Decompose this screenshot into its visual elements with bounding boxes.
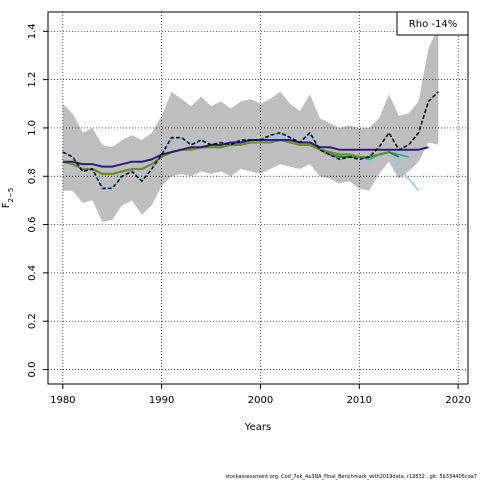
x-axis-label: Years xyxy=(244,422,271,433)
x-tick-label-2010: 2010 xyxy=(347,395,372,406)
x-tick-label-1980: 1980 xyxy=(50,395,75,406)
confidence-band-group xyxy=(62,26,439,223)
y-tick-label-0-6: 0.6 xyxy=(27,217,38,233)
series-line-5 xyxy=(62,139,429,168)
plot-frame xyxy=(47,11,469,385)
x-tick-label-2020: 2020 xyxy=(445,395,470,406)
y-tick-label-0: 0.0 xyxy=(27,362,38,378)
y-tick-label-0-4: 0.4 xyxy=(27,265,38,281)
legend-box xyxy=(396,11,469,36)
y-axis-label-main: F xyxy=(1,202,12,208)
series-group xyxy=(62,91,439,192)
legend: Rho -14% xyxy=(396,11,469,36)
y-axis-label: F2−5 xyxy=(1,188,15,209)
series-line-4 xyxy=(62,138,390,175)
series-line-6 xyxy=(62,91,439,190)
y-tick-label-0-2: 0.2 xyxy=(27,313,38,329)
legend-label: Rho -14% xyxy=(409,19,457,30)
y-tick-label-0-8: 0.8 xyxy=(27,168,38,184)
footer-credit: stockassessment.org, Cod_7ek_4a3NA_Final… xyxy=(225,474,477,480)
y-axis-label-subscript: 2−5 xyxy=(7,188,15,203)
confidence-band xyxy=(62,26,439,223)
grid-group xyxy=(48,12,468,384)
y-tick-label-1: 1.0 xyxy=(27,120,38,136)
y-tick-label-1-2: 1.2 xyxy=(27,72,38,88)
x-tick-label-1990: 1990 xyxy=(149,395,174,406)
y-tick-label-1-4: 1.4 xyxy=(27,23,38,39)
axes-group: 1980 1990 2000 2010 2020 0.0 0.2 0.4 0.6 0.8 1.0 1.… xyxy=(27,23,471,406)
x-tick-label-2000: 2000 xyxy=(248,395,273,406)
